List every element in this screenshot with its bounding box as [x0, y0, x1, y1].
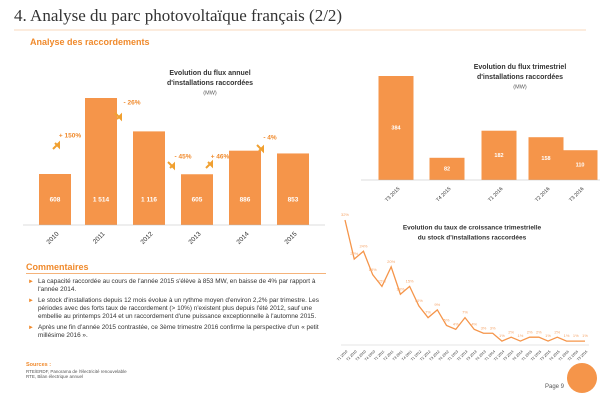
slide-title: 4. Analyse du parc photovoltaïque frança…	[14, 6, 343, 25]
comment-list: La capacité raccordée au cours de l'anné…	[26, 278, 326, 340]
chart-title: d'installations raccordées	[167, 80, 253, 87]
x-tick-label: 2013	[187, 230, 202, 245]
value-label: 4%	[453, 321, 459, 326]
value-label: 3%	[490, 325, 496, 330]
bar	[378, 76, 414, 180]
x-tick-label: 2014	[235, 230, 250, 245]
line	[344, 219, 585, 342]
x-tick-label: 2015	[283, 230, 298, 245]
value-label: 2%	[527, 329, 533, 334]
value-label: 2%	[508, 329, 514, 334]
logo	[567, 363, 597, 393]
bar	[528, 137, 564, 180]
x-tick-label: T2 2011	[383, 350, 395, 362]
annotation: - 26%	[124, 100, 141, 107]
value-label: 18%	[369, 267, 377, 272]
value-label: 4%	[471, 321, 477, 326]
value-label: 1 116	[141, 197, 157, 204]
page-number: Page 9	[545, 384, 565, 390]
value-label: 1%	[517, 333, 523, 338]
value-label: 886	[240, 197, 251, 204]
source: RTE, Bilan électrique annuel	[26, 374, 83, 379]
chart-unit: (MW)	[203, 90, 217, 96]
comment: Le stock d'installations depuis 12 mois …	[28, 297, 326, 321]
value-label: 158	[541, 156, 550, 162]
bar	[181, 174, 213, 225]
x-tick-label: 2010	[45, 230, 60, 245]
bar	[562, 150, 598, 180]
x-tick-label: T1 2016	[487, 186, 504, 203]
comment: Après une fin d'année 2015 contrastée, c…	[28, 324, 326, 340]
value-label: 1%	[564, 333, 570, 338]
arrow	[205, 159, 213, 169]
comment: La capacité raccordée au cours de l'anné…	[28, 278, 326, 294]
comments: Commentaires La capacité raccordée au co…	[26, 262, 326, 343]
value-label: 1%	[582, 333, 588, 338]
chart-title: Evolution du flux annuel	[169, 70, 250, 77]
arrow	[167, 161, 175, 171]
value-label: 13%	[396, 286, 404, 291]
x-tick-label: 2011	[92, 230, 107, 245]
bar	[429, 157, 465, 180]
value-label: 3%	[481, 325, 487, 330]
bar	[85, 98, 117, 225]
bar	[277, 153, 309, 225]
bar	[39, 173, 71, 225]
x-tick-label: T1 2011	[373, 350, 385, 362]
chart-title: Evolution du flux trimestriel	[474, 64, 567, 71]
value-label: 5%	[444, 318, 450, 323]
value-label: 1%	[499, 333, 505, 338]
value-label: 15%	[406, 278, 414, 283]
x-tick-label: T2 2016	[534, 186, 551, 203]
value-label: 384	[391, 125, 401, 131]
annotation: + 150%	[59, 133, 81, 140]
section-title: Analyse des raccordements	[30, 37, 150, 47]
annotation: + 46%	[211, 154, 230, 161]
value-label: 2%	[536, 329, 542, 334]
x-tick-label: T4 2011	[401, 350, 413, 362]
value-label: 1%	[545, 333, 551, 338]
value-label: 7%	[425, 310, 431, 315]
arrow	[114, 112, 122, 122]
value-label: 15%	[378, 278, 386, 283]
value-label: 32%	[341, 212, 349, 217]
x-tick-label: T4 2015	[435, 186, 452, 203]
value-label: 9%	[434, 302, 440, 307]
value-label: 22%	[350, 251, 358, 256]
chart-title: d'installations raccordées	[477, 74, 563, 81]
value-label: 82	[444, 166, 450, 172]
chart-unit: (MW)	[513, 84, 527, 90]
source: RTE/ERDF, Panorama de l'électricité reno…	[26, 368, 127, 374]
value-label: 182	[494, 153, 503, 159]
arrow	[256, 144, 264, 154]
chart-title: du stock d'installations raccordées	[418, 235, 527, 242]
value-label: 24%	[359, 243, 367, 248]
bar	[133, 131, 165, 225]
value-label: 2%	[554, 329, 560, 334]
sources-title: Sources :	[26, 362, 52, 368]
value-label: 10%	[415, 298, 423, 303]
x-tick-label: T3 2016	[568, 186, 585, 203]
comments-title: Commentaires	[26, 262, 326, 274]
chart-title: Evolution du taux de croissance trimestr…	[403, 225, 542, 232]
value-label: 605	[192, 197, 203, 204]
annotation: - 45%	[175, 154, 192, 161]
x-tick-label: T3 2011	[392, 350, 404, 362]
sources: Sources : RTE/ERDF, Panorama de l'électr…	[26, 362, 127, 380]
value-label: 1%	[573, 333, 579, 338]
value-label: 110	[576, 163, 585, 169]
bar	[229, 150, 261, 225]
value-label: 20%	[387, 259, 395, 264]
x-tick-label: 2012	[139, 230, 154, 245]
value-label: 608	[50, 197, 61, 204]
x-tick-label: T3 2015	[384, 186, 401, 203]
annotation: - 4%	[263, 135, 277, 142]
value-label: 853	[288, 197, 299, 204]
value-label: 1 514	[93, 197, 110, 204]
arrow	[52, 140, 60, 150]
bar	[481, 130, 517, 180]
value-label: 7%	[462, 310, 468, 315]
